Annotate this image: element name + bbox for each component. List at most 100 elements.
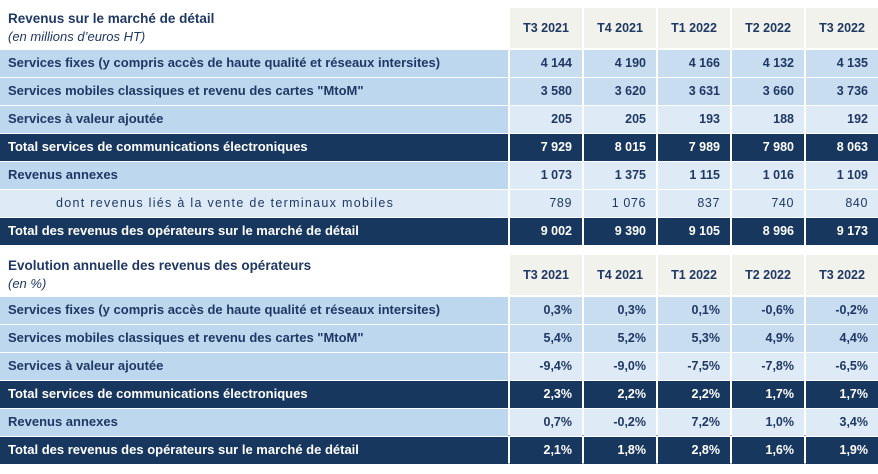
value-cell: 1,0% bbox=[732, 409, 804, 436]
value-cell: -0,2% bbox=[584, 409, 656, 436]
row-label: Total services de communications électro… bbox=[0, 381, 508, 408]
table1-title: Revenus sur le marché de détail bbox=[8, 11, 215, 26]
value-cell: 205 bbox=[510, 106, 582, 133]
row-label: Revenus annexes bbox=[0, 162, 508, 189]
value-cell: 0,1% bbox=[658, 297, 730, 324]
table-row-services-valeur-ajoutee-pct: Services à valeur ajoutée -9,4% -9,0% -7… bbox=[0, 353, 878, 380]
value-cell: 7 989 bbox=[658, 134, 730, 161]
table-row-services-mobiles: Services mobiles classiques et revenu de… bbox=[0, 78, 878, 105]
row-label: Revenus annexes bbox=[0, 409, 508, 436]
row-label: dont revenus liés à la vente de terminau… bbox=[0, 190, 508, 217]
value-cell: 192 bbox=[806, 106, 878, 133]
value-cell: -0,2% bbox=[806, 297, 878, 324]
table-row-total-detail: Total des revenus des opérateurs sur le … bbox=[0, 218, 878, 245]
table-row-services-fixes-pct: Services fixes (y compris accès de haute… bbox=[0, 297, 878, 324]
table-row-dont-terminaux: dont revenus liés à la vente de terminau… bbox=[0, 190, 878, 217]
column-header-t1-2022: T1 2022 bbox=[658, 8, 730, 48]
value-cell: 4 166 bbox=[658, 50, 730, 77]
value-cell: 837 bbox=[658, 190, 730, 217]
column-header-t3-2022: T3 2022 bbox=[806, 8, 878, 48]
value-cell: 9 390 bbox=[584, 218, 656, 245]
row-label: Services à valeur ajoutée bbox=[0, 353, 508, 380]
value-cell: 9 173 bbox=[806, 218, 878, 245]
value-cell: 8 063 bbox=[806, 134, 878, 161]
value-cell: 188 bbox=[732, 106, 804, 133]
value-cell: 789 bbox=[510, 190, 582, 217]
value-cell: 840 bbox=[806, 190, 878, 217]
value-cell: 2,2% bbox=[658, 381, 730, 408]
value-cell: 4 132 bbox=[732, 50, 804, 77]
value-cell: 205 bbox=[584, 106, 656, 133]
value-cell: 0,7% bbox=[510, 409, 582, 436]
value-cell: 8 996 bbox=[732, 218, 804, 245]
row-label: Services mobiles classiques et revenu de… bbox=[0, 325, 508, 352]
value-cell: 2,3% bbox=[510, 381, 582, 408]
table1-header-row: Revenus sur le marché de détail (en mill… bbox=[0, 8, 878, 48]
value-cell: 9 002 bbox=[510, 218, 582, 245]
value-cell: 1,8% bbox=[584, 437, 656, 464]
row-label: Services fixes (y compris accès de haute… bbox=[0, 297, 508, 324]
table-row-services-valeur-ajoutee: Services à valeur ajoutée 205 205 193 18… bbox=[0, 106, 878, 133]
value-cell: 4 190 bbox=[584, 50, 656, 77]
table-row-revenus-annexes: Revenus annexes 1 073 1 375 1 115 1 016 … bbox=[0, 162, 878, 189]
value-cell: 3 620 bbox=[584, 78, 656, 105]
table-annual-evolution: Evolution annuelle des revenus des opéra… bbox=[0, 255, 878, 464]
value-cell: 7,2% bbox=[658, 409, 730, 436]
table2-title: Evolution annuelle des revenus des opéra… bbox=[8, 258, 312, 273]
row-label: Services mobiles classiques et revenu de… bbox=[0, 78, 508, 105]
value-cell: 8 015 bbox=[584, 134, 656, 161]
column-header-t2-2022: T2 2022 bbox=[732, 255, 804, 295]
row-label: Total des revenus des opérateurs sur le … bbox=[0, 218, 508, 245]
column-header-t2-2022: T2 2022 bbox=[732, 8, 804, 48]
value-cell: 1 073 bbox=[510, 162, 582, 189]
value-cell: 7 980 bbox=[732, 134, 804, 161]
value-cell: 1 109 bbox=[806, 162, 878, 189]
value-cell: 1 375 bbox=[584, 162, 656, 189]
column-header-t3-2021: T3 2021 bbox=[510, 8, 582, 48]
value-cell: 2,1% bbox=[510, 437, 582, 464]
value-cell: 1 016 bbox=[732, 162, 804, 189]
table2-header-row: Evolution annuelle des revenus des opéra… bbox=[0, 255, 878, 295]
table-row-total-detail-pct: Total des revenus des opérateurs sur le … bbox=[0, 437, 878, 464]
table1-title-block: Revenus sur le marché de détail (en mill… bbox=[0, 8, 508, 48]
row-label: Total des revenus des opérateurs sur le … bbox=[0, 437, 508, 464]
value-cell: 1,7% bbox=[732, 381, 804, 408]
value-cell: 193 bbox=[658, 106, 730, 133]
value-cell: -9,4% bbox=[510, 353, 582, 380]
table-retail-revenues: Revenus sur le marché de détail (en mill… bbox=[0, 8, 878, 245]
value-cell: 1 076 bbox=[584, 190, 656, 217]
table-row-total-services-pct: Total services de communications électro… bbox=[0, 381, 878, 408]
column-header-t3-2022: T3 2022 bbox=[806, 255, 878, 295]
value-cell: -7,8% bbox=[732, 353, 804, 380]
value-cell: 1 115 bbox=[658, 162, 730, 189]
value-cell: -0,6% bbox=[732, 297, 804, 324]
column-header-t3-2021: T3 2021 bbox=[510, 255, 582, 295]
value-cell: 3 631 bbox=[658, 78, 730, 105]
value-cell: 3 736 bbox=[806, 78, 878, 105]
table-row-services-mobiles-pct: Services mobiles classiques et revenu de… bbox=[0, 325, 878, 352]
table2-subtitle: (en %) bbox=[8, 276, 47, 291]
value-cell: 3 660 bbox=[732, 78, 804, 105]
row-label: Services à valeur ajoutée bbox=[0, 106, 508, 133]
value-cell: 4 135 bbox=[806, 50, 878, 77]
value-cell: 4,9% bbox=[732, 325, 804, 352]
value-cell: -9,0% bbox=[584, 353, 656, 380]
value-cell: 4 144 bbox=[510, 50, 582, 77]
table-row-revenus-annexes-pct: Revenus annexes 0,7% -0,2% 7,2% 1,0% 3,4… bbox=[0, 409, 878, 436]
column-header-t4-2021: T4 2021 bbox=[584, 255, 656, 295]
value-cell: -6,5% bbox=[806, 353, 878, 380]
value-cell: 2,2% bbox=[584, 381, 656, 408]
value-cell: 4,4% bbox=[806, 325, 878, 352]
value-cell: 2,8% bbox=[658, 437, 730, 464]
value-cell: 5,4% bbox=[510, 325, 582, 352]
table1-subtitle: (en millions d’euros HT) bbox=[8, 29, 146, 44]
value-cell: 7 929 bbox=[510, 134, 582, 161]
value-cell: 9 105 bbox=[658, 218, 730, 245]
value-cell: 1,6% bbox=[732, 437, 804, 464]
value-cell: 0,3% bbox=[584, 297, 656, 324]
value-cell: -7,5% bbox=[658, 353, 730, 380]
value-cell: 1,9% bbox=[806, 437, 878, 464]
value-cell: 5,2% bbox=[584, 325, 656, 352]
table-row-total-services: Total services de communications électro… bbox=[0, 134, 878, 161]
